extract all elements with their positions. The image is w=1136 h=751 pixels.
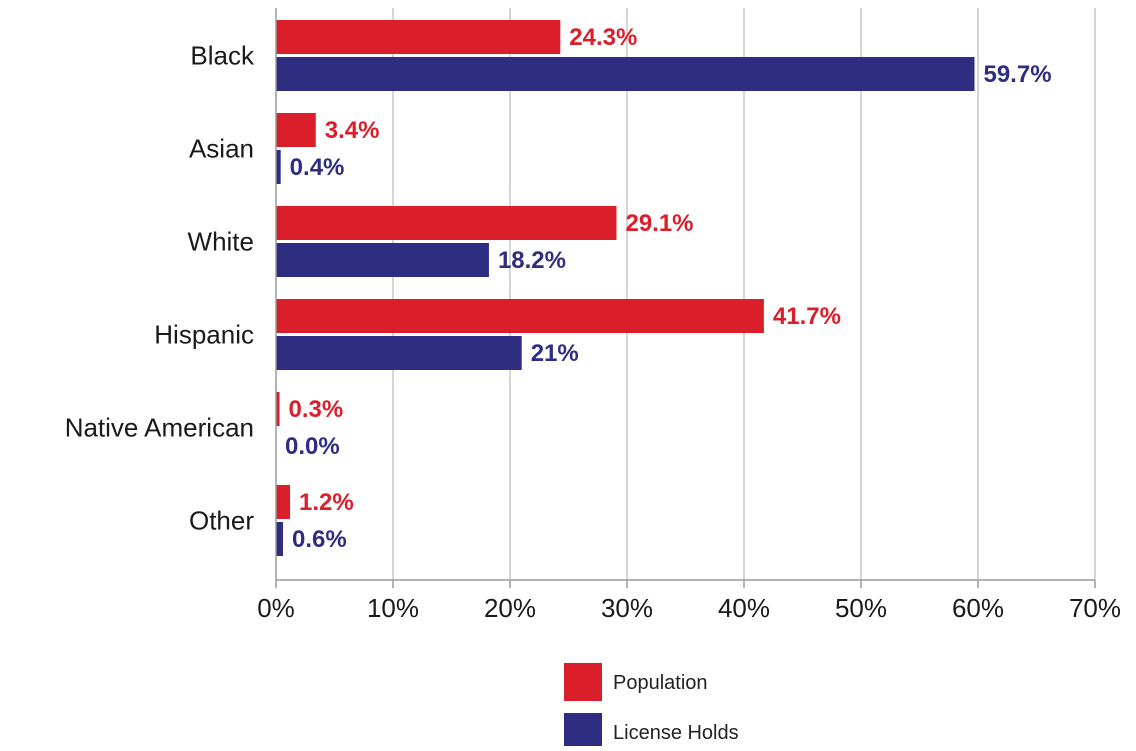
x-tick-label: 70%: [1069, 593, 1121, 623]
data-label: 0.6%: [292, 526, 347, 553]
bar-license-holds: [276, 336, 522, 370]
category-label: White: [188, 227, 254, 257]
data-label: 0.3%: [289, 396, 344, 423]
data-label: 29.1%: [625, 210, 693, 237]
x-tick-label: 0%: [257, 593, 295, 623]
bar-license-holds: [276, 57, 974, 91]
x-tick-label: 50%: [835, 593, 887, 623]
legend-swatch: [564, 663, 602, 701]
x-tick-label: 40%: [718, 593, 770, 623]
legend-swatch: [564, 713, 602, 746]
category-label: Hispanic: [154, 320, 254, 350]
legend-label: License Holds: [613, 722, 739, 744]
data-label: 24.3%: [569, 24, 637, 51]
legend-label: Population: [613, 672, 708, 694]
x-tick-label: 20%: [484, 593, 536, 623]
bar-license-holds: [276, 243, 489, 277]
data-label: 1.2%: [299, 489, 354, 516]
data-label: 59.7%: [983, 61, 1051, 88]
bar-population: [276, 113, 316, 147]
data-label: 0.0%: [285, 433, 340, 460]
data-label: 21%: [531, 340, 579, 367]
bar-population: [276, 485, 290, 519]
bar-population: [276, 299, 764, 333]
data-label: 41.7%: [773, 303, 841, 330]
bar-layer: [276, 20, 974, 556]
category-label: Asian: [189, 134, 254, 164]
data-label: 18.2%: [498, 247, 566, 274]
data-label: 3.4%: [325, 117, 380, 144]
grid-layer: [393, 8, 1095, 580]
category-label: Black: [190, 41, 255, 71]
category-label: Other: [189, 506, 254, 536]
x-tick-label: 10%: [367, 593, 419, 623]
x-tick-label: 60%: [952, 593, 1004, 623]
x-tick-label: 30%: [601, 593, 653, 623]
bar-population: [276, 206, 616, 240]
bar-population: [276, 20, 560, 54]
category-label: Native American: [65, 413, 254, 443]
label-layer: Black 24.3% 59.7% Asian 3.4% 0.4% White 29.1% 18…: [65, 24, 1052, 553]
bar-license-holds: [276, 522, 283, 556]
legend: Population License Holds: [564, 663, 739, 746]
data-label: 0.4%: [290, 154, 345, 181]
